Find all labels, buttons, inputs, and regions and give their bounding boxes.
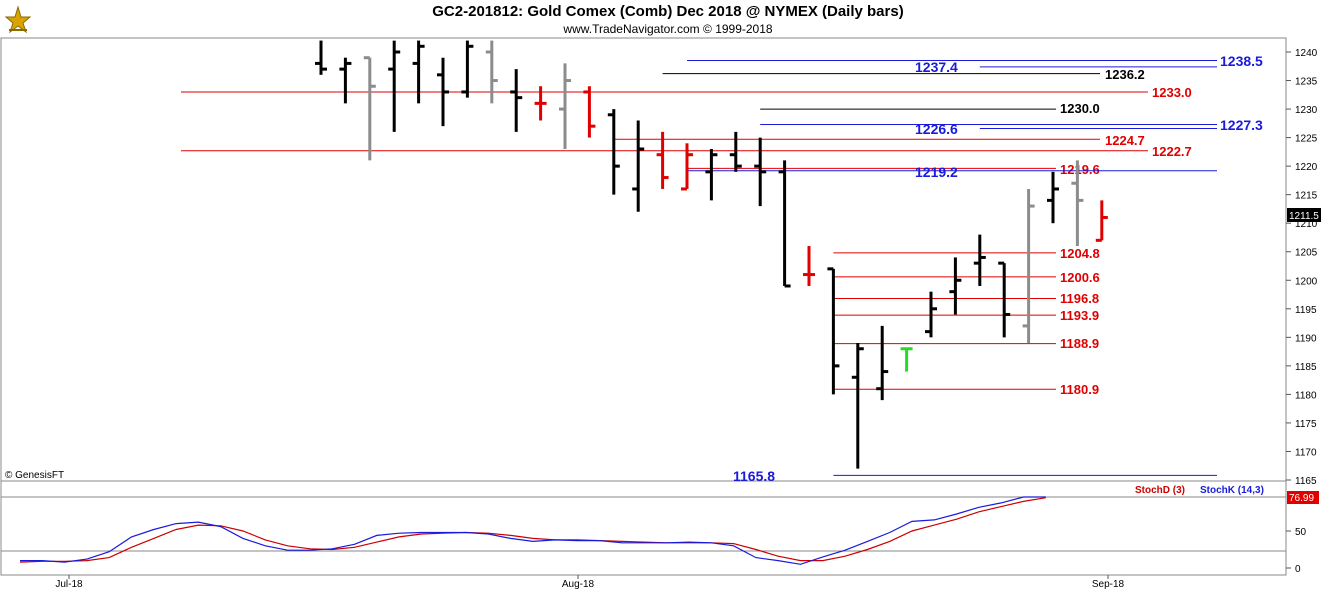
stoch-y-tick-label: 50: [1295, 527, 1307, 538]
y-tick-label: 1200: [1295, 276, 1318, 287]
y-tick-label: 1180: [1295, 390, 1317, 401]
level-label: 1200.6: [1060, 270, 1100, 285]
level-label: 1233.0: [1152, 85, 1192, 100]
level-label: 1227.3: [1220, 117, 1263, 133]
y-tick-label: 1235: [1295, 77, 1318, 88]
y-tick-label: 1185: [1295, 362, 1317, 373]
stoch-d-legend: StochD (3): [1135, 485, 1185, 496]
y-tick-label: 1220: [1295, 162, 1318, 173]
chart-subtitle: www.TradeNavigator.com © 1999-2018: [563, 22, 773, 36]
stoch-k-legend: StochK (14,3): [1200, 485, 1264, 496]
level-label: 1204.8: [1060, 246, 1100, 261]
y-tick-label: 1225: [1295, 134, 1318, 145]
stoch-value-tag: 76.99: [1289, 493, 1314, 504]
x-axis: Jul-18 Aug-18 Sep-18: [55, 575, 1125, 590]
y-tick-label: 1205: [1295, 248, 1318, 259]
y-tick-label: 1240: [1295, 48, 1318, 59]
last-price-tag-bg: [1287, 208, 1321, 222]
stochastic-lines: [19, 496, 1046, 565]
y-tick-label: 1210: [1295, 219, 1318, 230]
level-label: 1165.8: [733, 468, 775, 484]
y-tick-label: 1190: [1295, 333, 1317, 344]
level-label: 1236.2: [1105, 67, 1145, 82]
y-tick-label: 1165: [1295, 476, 1317, 487]
trade-navigator-logo-icon: [4, 5, 32, 34]
level-label: 1222.7: [1152, 144, 1192, 159]
stoch-value-tag-bg: [1287, 491, 1319, 504]
y-tick-label: 1170: [1295, 447, 1317, 458]
level-label: 1224.7: [1105, 133, 1145, 148]
level-label: 1226.6: [915, 121, 958, 137]
stoch-k-line: [20, 496, 1046, 565]
level-label: 1219.2: [915, 164, 958, 180]
y-tick-label: 1195: [1295, 305, 1317, 316]
level-label: 1180.9: [1060, 382, 1099, 397]
price-y-axis: 1240 1235 1230 1225 1220 1215 1210 1205 1200 1195…: [1286, 48, 1318, 487]
price-bars: [315, 40, 1108, 469]
last-price-tag: 1211.5: [1289, 211, 1319, 222]
stoch-d-line: [19, 497, 1046, 563]
level-label: 1237.4: [915, 59, 958, 75]
level-label: 1196.8: [1060, 291, 1099, 306]
level-label: 1188.9: [1060, 336, 1099, 351]
level-label: 1219.6: [1060, 162, 1100, 177]
stoch-y-axis: 50 0: [1286, 527, 1307, 575]
stoch-panel-frame: [0, 480, 1287, 576]
level-label: 1193.9: [1060, 308, 1099, 323]
x-tick-label: Jul-18: [55, 579, 83, 590]
stoch-y-tick-label: 0: [1295, 564, 1301, 575]
y-tick-label: 1215: [1295, 191, 1318, 202]
level-label: 1238.5: [1220, 53, 1263, 69]
chart-title: GC2-201812: Gold Comex (Comb) Dec 2018 @…: [432, 3, 904, 20]
chart-header: GC2-201812: Gold Comex (Comb) Dec 2018 @…: [0, 0, 1336, 38]
level-label: 1230.0: [1060, 101, 1100, 116]
y-tick-label: 1230: [1295, 105, 1318, 116]
price-levels: 1238.5 1237.4 1236.2 1233.0 1230.0 1227.3 1226…: [181, 53, 1263, 484]
copyright-label: © GenesisFT: [5, 470, 64, 481]
y-tick-label: 1175: [1295, 419, 1317, 430]
x-tick-label: Aug-18: [562, 579, 595, 590]
x-tick-label: Sep-18: [1092, 579, 1125, 590]
